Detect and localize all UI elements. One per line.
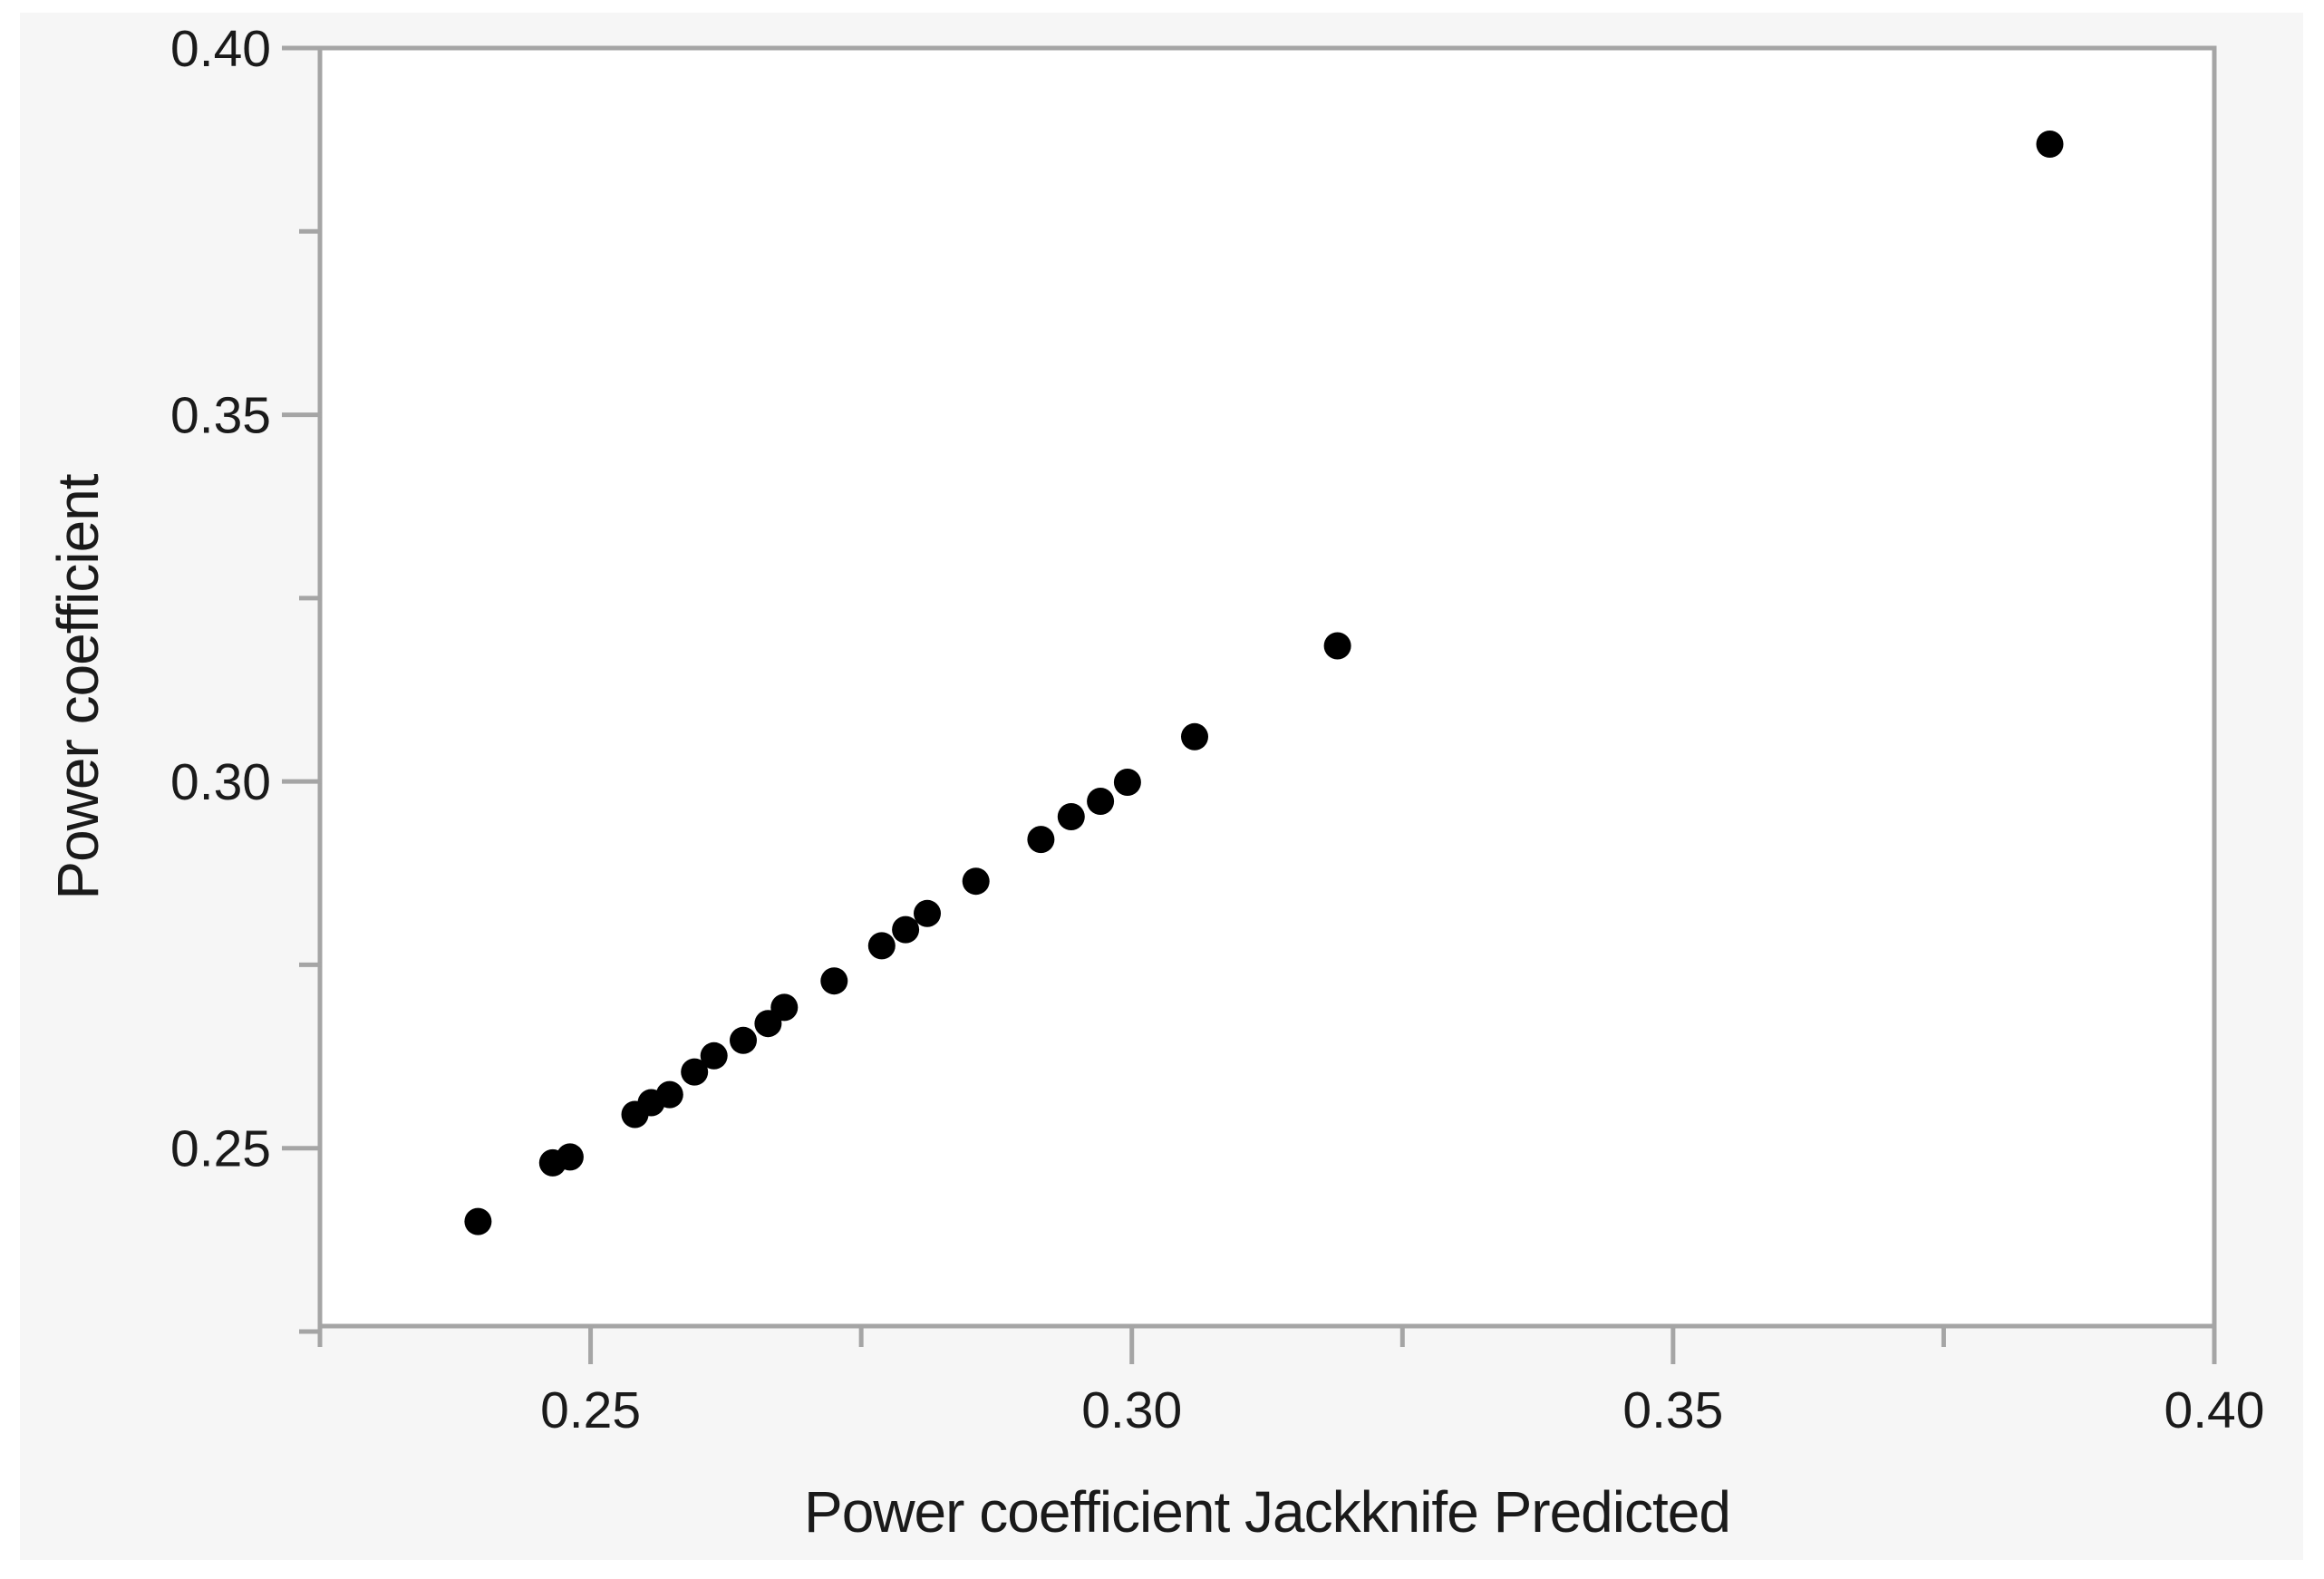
data-point[interactable] bbox=[1181, 722, 1208, 751]
y-tick-label: 0.25 bbox=[170, 1120, 271, 1178]
data-point[interactable] bbox=[770, 993, 799, 1022]
y-tick-label: 0.30 bbox=[170, 753, 271, 811]
x-axis-minor-ticks bbox=[317, 1324, 1946, 1347]
data-point[interactable] bbox=[730, 1026, 757, 1054]
data-point[interactable] bbox=[681, 1058, 709, 1086]
y-axis-minor-ticks bbox=[299, 228, 322, 1334]
data-points bbox=[464, 131, 2064, 1235]
data-point[interactable] bbox=[1027, 826, 1055, 854]
x-tick-label: 0.25 bbox=[540, 1381, 641, 1439]
data-point[interactable] bbox=[1113, 769, 1141, 796]
y-axis-tick-labels: 0.25 0.30 0.35 0.40 bbox=[170, 20, 271, 1178]
x-axis-title: Power coefficient Jackknife Predicted bbox=[804, 1479, 1730, 1545]
data-point[interactable] bbox=[820, 967, 848, 995]
x-tick-label: 0.35 bbox=[1622, 1381, 1723, 1439]
x-tick-label: 0.40 bbox=[2164, 1381, 2265, 1439]
data-point[interactable] bbox=[655, 1080, 683, 1109]
data-point[interactable] bbox=[2036, 131, 2064, 158]
data-point[interactable] bbox=[892, 915, 920, 944]
x-axis-major-ticks bbox=[588, 1324, 2217, 1364]
y-tick-label: 0.40 bbox=[170, 20, 271, 78]
data-point[interactable] bbox=[962, 867, 990, 896]
y-axis-major-ticks bbox=[282, 45, 322, 1151]
data-point[interactable] bbox=[914, 899, 941, 927]
data-point[interactable] bbox=[1087, 788, 1115, 815]
y-axis-title: Power coefficient bbox=[45, 473, 111, 899]
data-point[interactable] bbox=[1057, 803, 1085, 830]
x-axis-tick-labels: 0.25 0.30 0.35 0.40 bbox=[540, 1381, 2264, 1439]
x-tick-label: 0.30 bbox=[1081, 1381, 1182, 1439]
y-tick-label: 0.35 bbox=[170, 387, 271, 445]
data-point[interactable] bbox=[464, 1207, 492, 1235]
scatter-plot: 0.25 0.30 0.35 0.40 0.25 0.30 0.35 0.40 Power … bbox=[20, 13, 2303, 1560]
data-point[interactable] bbox=[867, 932, 896, 960]
data-point[interactable] bbox=[1323, 632, 1351, 660]
data-point[interactable] bbox=[556, 1143, 584, 1171]
graph-panel: 0.25 0.30 0.35 0.40 0.25 0.30 0.35 0.40 Power … bbox=[20, 13, 2303, 1560]
data-point[interactable] bbox=[700, 1041, 728, 1070]
plot-area[interactable] bbox=[317, 45, 2217, 1329]
